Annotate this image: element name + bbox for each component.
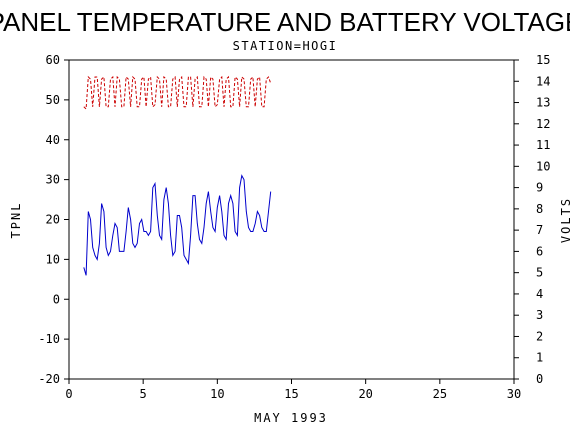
right-y-tick-label: 4 [536,287,543,301]
right-y-tick-label: 5 [536,266,543,280]
x-tick-label: 20 [358,387,372,401]
left-y-tick-label: 50 [46,93,60,107]
left-y-tick-label: 10 [46,252,60,266]
right-y-tick-label: 15 [536,53,550,67]
left-y-tick-label: 0 [53,292,60,306]
right-y-tick-label: 0 [536,372,543,386]
x-tick-label: 30 [507,387,521,401]
right-y-tick-label: 10 [536,159,550,173]
volts-series-line [83,75,272,110]
chart-subtitle: STATION=HOGI [233,39,338,53]
right-y-tick-label: 11 [536,138,550,152]
left-y-tick-label: 40 [46,133,60,147]
right-y-tick-label: 8 [536,202,543,216]
x-tick-label: 5 [140,387,147,401]
x-tick-label: 15 [284,387,298,401]
right-y-tick-label: 14 [536,74,550,88]
left-y-tick-label: -20 [38,372,60,386]
plot-frame [68,59,515,380]
x-tick-label: 10 [210,387,224,401]
right-y-axis-label: VOLTS [559,197,570,243]
chart-title: PANEL TEMPERATURE AND BATTERY VOLTAGE [0,7,570,37]
left-y-axis-label: TPNL [9,202,23,239]
right-y-tick-label: 6 [536,244,543,258]
x-tick-label: 0 [65,387,72,401]
right-y-tick-label: 9 [536,181,543,195]
right-y-tick-label: 12 [536,117,550,131]
tpnl-series-line [83,174,272,276]
left-y-tick-label: -10 [38,332,60,346]
right-y-tick-label: 3 [536,308,543,322]
left-y-axis-ticks: -20 -10 0 10 20 30 40 50 60 [38,53,69,386]
left-y-tick-label: 20 [46,213,60,227]
x-tick-label: 25 [433,387,447,401]
left-y-tick-label: 60 [46,53,60,67]
x-axis-ticks: 0 5 10 15 20 25 30 [65,379,521,401]
series-layer [83,75,272,276]
right-y-tick-label: 1 [536,351,543,365]
right-y-tick-label: 2 [536,329,543,343]
right-y-tick-label: 13 [536,96,550,110]
left-y-tick-label: 30 [46,173,60,187]
right-y-tick-label: 7 [536,223,543,237]
x-axis-label: MAY 1993 [254,411,328,425]
